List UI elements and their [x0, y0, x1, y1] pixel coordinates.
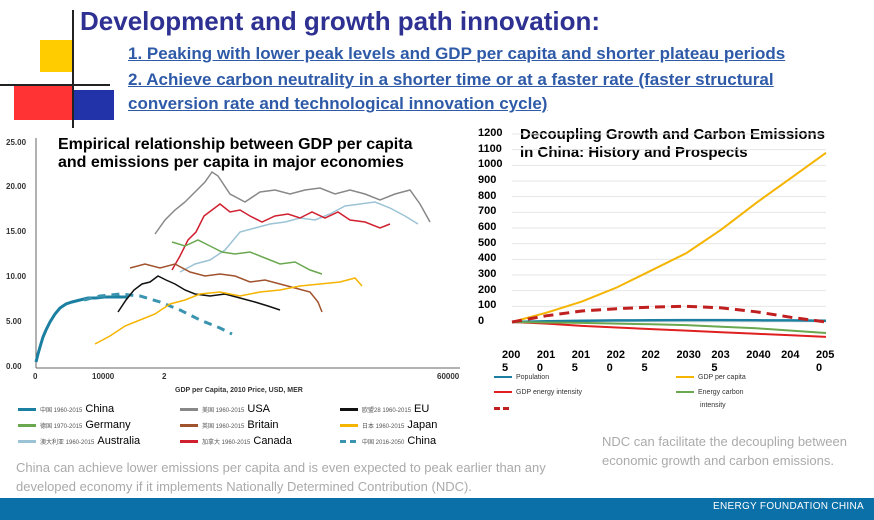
legend-eu: 欧盟28 1960-2015 EU	[340, 403, 429, 415]
left-ytick: 25.00	[6, 138, 27, 147]
right-ytick: 800	[478, 189, 497, 202]
right-xtick: 2030	[676, 349, 701, 361]
right-ytick: 500	[478, 236, 497, 249]
right-ytick: 1200	[478, 127, 503, 139]
decor-hline	[0, 84, 110, 86]
footer-text: ENERGY FOUNDATION CHINA	[713, 501, 864, 512]
left-ytick: 20.00	[6, 182, 27, 191]
right-ytick: 400	[478, 252, 497, 265]
right-ytick: 600	[478, 221, 497, 233]
series-japan	[94, 277, 363, 345]
rlegend-carbon-intensity: Energy carbon	[676, 389, 744, 396]
left-ytick: 5.00	[6, 317, 22, 326]
right-ytick: 1000	[478, 158, 503, 171]
footer-bar: ENERGY FOUNDATION CHINA	[0, 498, 874, 520]
point-2-cont: conversion rate and technological innova…	[128, 94, 548, 113]
point-2: 2. Achieve carbon neutrality in a shorte…	[128, 70, 774, 89]
left-xtick: 0	[33, 372, 38, 381]
legend-britain: 英国 1960-2015 Britain	[180, 419, 279, 431]
right-xtick: 203	[711, 349, 730, 361]
left-chart-title-2: and emissions per capita in major econom…	[58, 154, 404, 171]
right-xtick: 201	[536, 349, 556, 361]
right-ytick: 300	[478, 268, 497, 280]
series-britain	[129, 263, 323, 313]
series-gdp-per-capita	[511, 151, 827, 323]
rlegend-emissions	[494, 405, 516, 412]
left-x-label: GDP per Capita, 2010 Price, USD, MER	[175, 387, 303, 394]
decor-yellow-square	[40, 40, 72, 72]
series-australia	[179, 201, 419, 273]
right-xtick-2: 5	[571, 362, 578, 374]
right-xtick: 2040	[746, 349, 771, 361]
series-gdp-energy-intensity	[511, 321, 827, 338]
right-chart-plot	[511, 133, 827, 338]
series-china-proj	[83, 292, 233, 336]
series-canada	[171, 203, 391, 271]
legend-canada: 加拿大 1960-2015 Canada	[180, 435, 292, 447]
legend-usa: 美国 1960-2015 USA	[180, 403, 270, 415]
rlegend-energy-intensity: GDP energy intensity	[494, 389, 582, 396]
right-chart: Decoupling Growth and Carbon Emissions i…	[470, 124, 870, 424]
series-eu	[117, 275, 281, 313]
left-xtick: 10000	[92, 372, 115, 381]
right-xtick-2: 5	[711, 362, 718, 374]
right-xtick: 201	[571, 349, 591, 361]
rlegend-intensity-cont: intensity	[700, 402, 726, 409]
series-carbon-emissions	[511, 304, 827, 324]
left-xtick: 2	[162, 372, 167, 381]
series-usa	[154, 170, 431, 235]
right-xtick: 200	[502, 349, 521, 361]
legend-japan: 日本 1960-2015 Japan	[340, 419, 437, 431]
decor-vline	[72, 10, 74, 128]
right-ytick: 700	[478, 205, 497, 218]
right-xtick: 204	[781, 349, 800, 361]
right-ytick: 0	[478, 315, 485, 327]
right-xtick: 202	[641, 349, 660, 361]
series-germany	[171, 239, 323, 275]
right-xtick-2: 0	[536, 362, 543, 374]
rlegend-gdp: GDP per capita	[676, 374, 746, 381]
right-ytick: 1100	[478, 142, 502, 155]
series-china-hist	[34, 295, 128, 363]
right-ytick: 100	[478, 299, 497, 312]
legend-australia: 澳大利亚 1960-2015 Australia	[18, 435, 140, 447]
note-left: China can achieve lower emissions per ca…	[16, 460, 546, 494]
series-energy-carbon-intensity	[511, 321, 827, 334]
left-ytick: 0.00	[6, 362, 22, 371]
note-right: NDC can facilitate the decoupling betwee…	[602, 434, 847, 468]
decor-red-square	[14, 84, 74, 120]
decor-blue-square	[74, 90, 114, 120]
point-1: 1. Peaking with lower peak levels and GD…	[128, 44, 786, 63]
slide-title: Development and growth path innovation:	[80, 6, 600, 36]
right-xtick-2: 5	[641, 362, 648, 374]
left-chart-title-1: Empirical relationship between GDP per c…	[58, 136, 413, 153]
left-ytick: 15.00	[6, 227, 27, 236]
rlegend-population: Population	[494, 374, 549, 381]
right-xtick-2: 0	[606, 362, 613, 374]
right-xtick-2: 5	[502, 362, 509, 374]
right-ytick: 200	[478, 283, 497, 296]
left-ytick: 10.00	[6, 272, 27, 281]
left-chart: Empirical relationship between GDP per c…	[0, 132, 470, 402]
legend-china-hist: 中国 1960-2015 China	[18, 403, 114, 415]
right-xtick: 202	[606, 349, 626, 361]
legend-germany: 德国 1970-2015 Germany	[18, 419, 131, 431]
right-xtick: 205	[816, 349, 835, 361]
series-population	[511, 318, 827, 324]
right-ytick: 900	[478, 174, 497, 186]
left-xtick: 60000	[437, 372, 460, 381]
right-chart-title-2: in China: History and Prospects	[520, 144, 748, 161]
right-xtick-2: 0	[816, 362, 823, 374]
legend-china-proj: 中国 2016-2050 China	[340, 435, 436, 447]
left-chart-plot	[34, 138, 460, 369]
